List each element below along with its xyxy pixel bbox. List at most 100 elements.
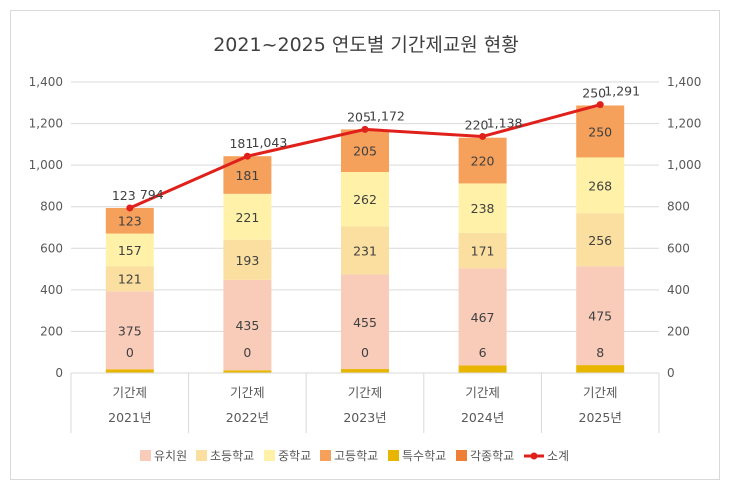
x-category-sublabel: 2025년: [579, 410, 622, 425]
x-category-label: 기간제: [113, 385, 148, 400]
legend-entry-label: 초등학교: [210, 449, 254, 463]
y-left-tick-label: 1,000: [29, 158, 63, 172]
y-axis-left: 0 200 400 600 800 1,000 1,200 1,400: [29, 75, 63, 380]
chart-frame: 2021~2025 연도별 기간제교원 현황 0 200 400 600 800 1,00…: [10, 10, 720, 480]
legend-swatch: [320, 450, 331, 461]
legend-line-marker: [530, 452, 538, 460]
legend-entry-label: 중학교: [278, 449, 311, 463]
bar-data-label: 6: [479, 345, 487, 360]
bar-data-label: 455: [353, 315, 377, 330]
bar-data-label: 231: [353, 243, 377, 258]
y-axis-right: 0 200 400 600 800 1,000 1,200 1,400: [667, 75, 701, 380]
y-right-tick-label: 0: [667, 366, 675, 380]
bar-segment: [223, 279, 272, 371]
y-left-tick-label: 0: [55, 366, 63, 380]
bar-data-label: 0: [361, 345, 369, 360]
y-right-tick-label: 200: [667, 324, 690, 338]
bar-segment: [576, 213, 625, 267]
legend-entry-label: 소계: [547, 449, 569, 463]
bar-segment: [576, 105, 625, 158]
bar-data-label: 0: [126, 345, 134, 360]
x-category-sublabel: 2021년: [108, 410, 151, 425]
bar-segment: [105, 369, 154, 373]
x-category-sublabel: 2024년: [461, 410, 504, 425]
bar-data-label: 221: [235, 210, 259, 225]
y-right-tick-label: 1,200: [667, 117, 701, 131]
bar-top-label: 181: [229, 136, 253, 151]
bar-top-label: 205: [347, 109, 371, 124]
bar-top-label: 220: [465, 118, 489, 133]
subtotal-point: [479, 132, 487, 140]
subtotal-point: [361, 125, 369, 133]
y-right-tick-label: 800: [667, 200, 690, 214]
y-left-tick-label: 800: [40, 200, 63, 214]
bar-segment: [105, 207, 154, 234]
bar-data-label: 121: [118, 272, 142, 287]
bar-segment: [223, 370, 272, 373]
y-left-tick-label: 200: [40, 324, 63, 338]
bar-segment: [223, 239, 272, 280]
bar-data-label: 250: [588, 124, 612, 139]
bar-data-label: 262: [353, 192, 377, 207]
bar-data-label: 205: [353, 144, 377, 159]
x-axis: 기간제 2021년 기간제 2022년 기간제 2023년 기간제 2024년 기간제 2025년: [70, 372, 660, 433]
bar-data-label: 238: [471, 201, 495, 216]
bar-segment: [341, 226, 389, 275]
bar-segment: [341, 369, 389, 373]
y-left-tick-label: 1,200: [29, 117, 63, 131]
legend-entry-label: 특수학교: [402, 449, 446, 463]
legend-entry-label: 각종학교: [470, 449, 514, 463]
subtotal-line: 794 1,043 1,172 1,138 1,291: [126, 84, 640, 212]
subtotal-data-label: 1,291: [604, 84, 640, 99]
y-left-tick-label: 1,400: [29, 75, 63, 89]
bar-segment: [341, 274, 389, 370]
bar-top-label: 123: [112, 188, 136, 203]
y-right-tick-label: 400: [667, 283, 690, 297]
x-category-sublabel: 2022년: [226, 410, 269, 425]
legend-swatch: [388, 450, 399, 461]
subtotal-data-label: 1,138: [487, 115, 523, 130]
legend-swatch: [456, 450, 467, 461]
bar-segment: [105, 266, 154, 292]
bar-data-label: 193: [235, 253, 259, 268]
y-right-tick-label: 1,400: [667, 75, 701, 89]
bar-data-label: 435: [235, 318, 259, 333]
bar-segment: [341, 129, 389, 173]
subtotal-point: [243, 152, 251, 160]
bar-segment: [576, 266, 625, 366]
legend-entry-label: 유치원: [154, 449, 187, 463]
legend-entry-label: 고등학교: [334, 449, 378, 463]
bar-data-label: 181: [235, 168, 259, 183]
x-category-sublabel: 2023년: [343, 410, 386, 425]
x-category-label: 기간제: [583, 385, 618, 400]
bar-data-label: 375: [118, 323, 142, 338]
y-left-tick-label: 400: [40, 283, 63, 297]
bar-data-label: 8: [596, 345, 604, 360]
bar-data-label: 157: [118, 243, 142, 258]
bar-data-label: 467: [471, 310, 495, 325]
subtotal-point: [596, 101, 604, 109]
bar-data-labels: 0 375 121 157 123 123 0 435 193 221 181 181 0 455 231 2…: [112, 85, 612, 360]
bar-segment: [458, 232, 507, 269]
legend-swatch: [196, 450, 207, 461]
legend: 유치원 초등학교 중학교 고등학교 특수학교 각종학교 소계: [140, 449, 569, 463]
subtotal-point: [126, 204, 134, 212]
bar-top-label: 250: [582, 85, 606, 100]
bar-segment: [576, 365, 625, 373]
subtotal-data-label: 1,172: [369, 108, 405, 123]
bar-segment: [458, 365, 507, 373]
y-right-tick-label: 600: [667, 241, 690, 255]
x-category-label: 기간제: [465, 385, 500, 400]
chart-canvas: 2021~2025 연도별 기간제교원 현황 02004006008001,00…: [29, 34, 702, 463]
chart-title: 2021~2025 연도별 기간제교원 현황: [213, 34, 519, 56]
bar-segment: [223, 193, 272, 240]
legend-swatch: [264, 450, 275, 461]
bar-segment: [458, 268, 507, 366]
bar-data-label: 268: [588, 178, 612, 193]
bar-data-label: 256: [588, 233, 612, 248]
bar-segment: [576, 157, 625, 214]
subtotal-data-label: 1,043: [252, 135, 288, 150]
bar-data-label: 123: [118, 214, 142, 229]
bar-segment: [458, 137, 507, 184]
bar-data-label: 220: [471, 154, 495, 169]
